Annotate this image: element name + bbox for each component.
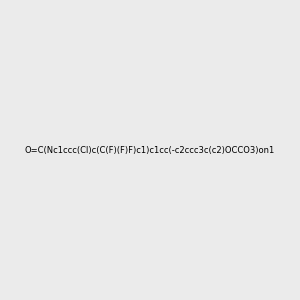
Text: O=C(Nc1ccc(Cl)c(C(F)(F)F)c1)c1cc(-c2ccc3c(c2)OCCO3)on1: O=C(Nc1ccc(Cl)c(C(F)(F)F)c1)c1cc(-c2ccc3… [25, 146, 275, 154]
